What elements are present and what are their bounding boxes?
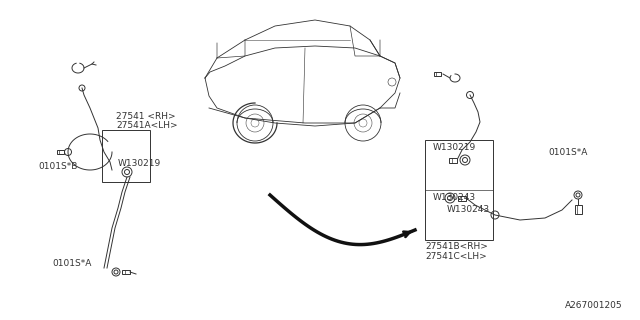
Text: 27541A<LH>: 27541A<LH> (116, 121, 178, 130)
Text: 0101S*A: 0101S*A (548, 148, 588, 157)
Text: W130243: W130243 (433, 193, 476, 202)
Text: W130219: W130219 (118, 159, 161, 168)
Text: 0101S*B: 0101S*B (38, 162, 77, 171)
Text: W130243: W130243 (447, 205, 490, 214)
Text: A267001205: A267001205 (565, 301, 623, 310)
Text: 27541C<LH>: 27541C<LH> (425, 252, 487, 261)
Bar (575, 204, 582, 213)
Bar (433, 72, 440, 76)
Bar (458, 196, 466, 201)
Text: 27541 <RH>: 27541 <RH> (116, 112, 175, 121)
Bar (122, 270, 130, 274)
Text: W130219: W130219 (433, 143, 476, 152)
Text: 27541B<RH>: 27541B<RH> (425, 242, 488, 251)
Text: 0101S*A: 0101S*A (52, 259, 92, 268)
Bar (449, 157, 457, 163)
Bar (102, 130, 150, 182)
Bar (425, 140, 493, 240)
Bar (56, 150, 63, 154)
